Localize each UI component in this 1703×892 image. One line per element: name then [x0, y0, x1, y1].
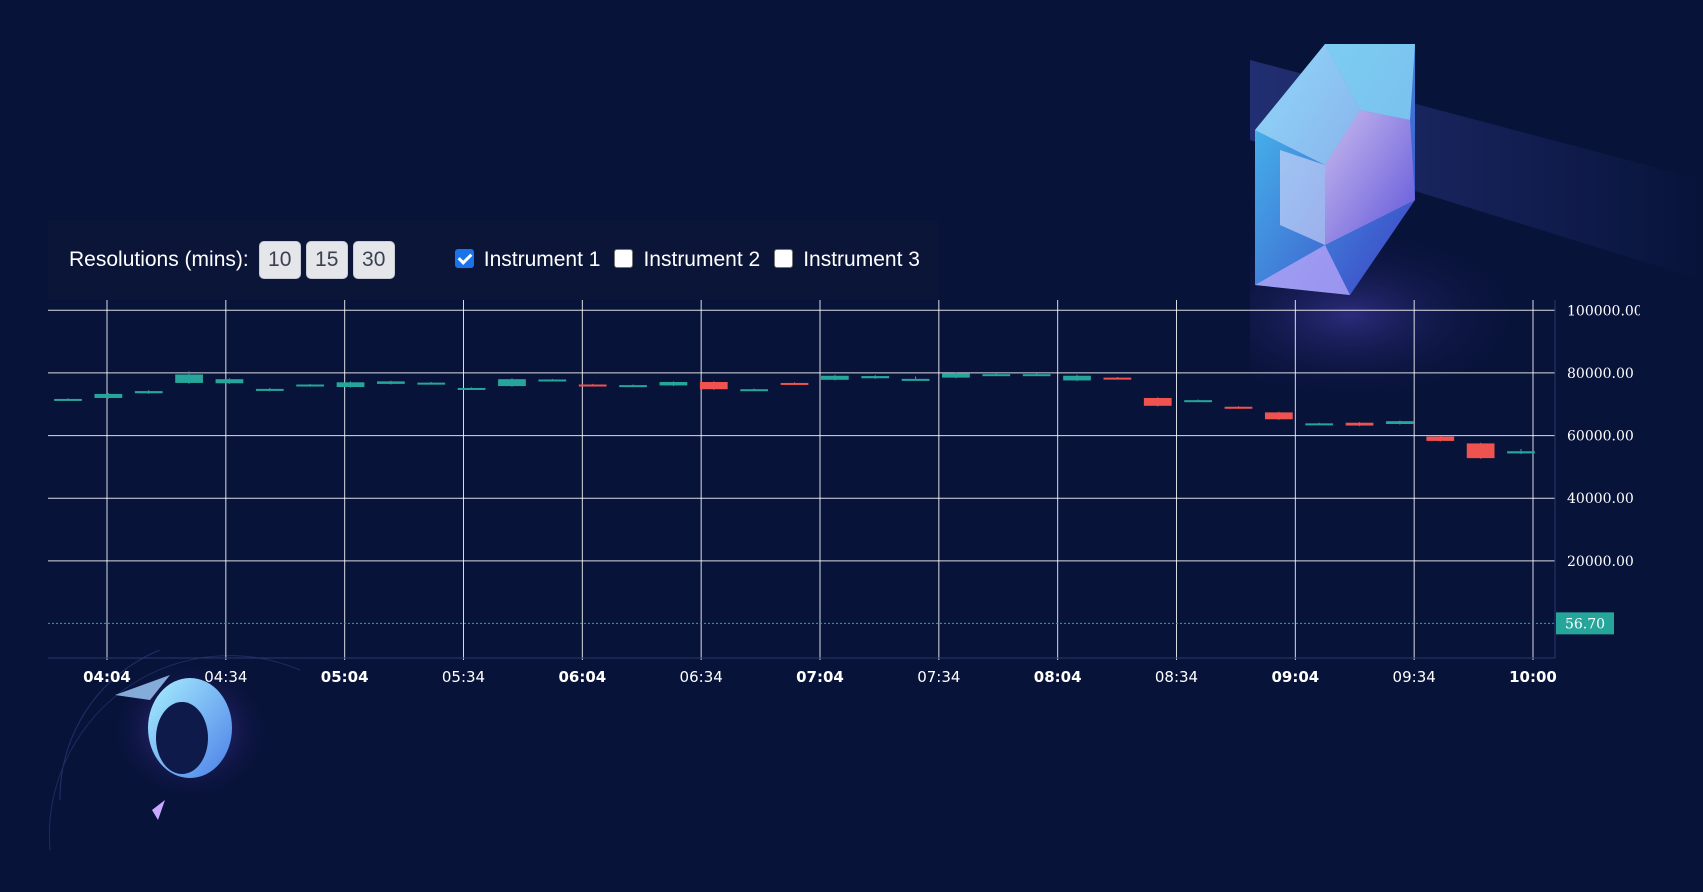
- resolution-10-button[interactable]: 10: [258, 241, 301, 279]
- x-tick-label: 07:04: [796, 668, 844, 686]
- instrument-3-toggle[interactable]: Instrument 3: [774, 248, 920, 272]
- instrument-2-label: Instrument 2: [643, 248, 761, 271]
- instrument-2-checkbox[interactable]: [614, 248, 634, 268]
- candle-body: [1103, 377, 1132, 380]
- x-tick-label: 05:04: [321, 668, 369, 686]
- y-tick-label: 100000.00: [1567, 303, 1640, 319]
- crystal-decoration: [1250, 44, 1703, 405]
- x-tick-label: 06:04: [558, 668, 606, 686]
- candle-body: [942, 373, 970, 378]
- candle-body: [538, 379, 567, 382]
- candle-body: [820, 375, 849, 380]
- instrument-2-toggle[interactable]: Instrument 2: [614, 248, 760, 272]
- candle-body: [780, 382, 809, 385]
- x-tick-label: 05:34: [442, 668, 485, 686]
- candle-body: [1426, 436, 1455, 441]
- instrument-1-checkbox[interactable]: [454, 248, 474, 268]
- x-tick-label: 08:04: [1034, 668, 1082, 686]
- resolution-15-button[interactable]: 15: [305, 241, 348, 279]
- candle-body: [1022, 374, 1051, 377]
- candle-body: [215, 379, 244, 384]
- resolutions-label: Resolutions (mins):: [69, 248, 249, 271]
- candle-body: [1264, 412, 1293, 420]
- chart-toolbar: Resolutions (mins): 10 15 30 Instrument …: [48, 220, 938, 300]
- candle-body: [740, 389, 769, 392]
- candle-body: [94, 393, 123, 398]
- x-tick-label: 09:04: [1271, 668, 1319, 686]
- candle-body: [1143, 397, 1172, 406]
- candle-body: [659, 382, 688, 386]
- x-tick-label: 09:34: [1393, 668, 1436, 686]
- instrument-1-toggle[interactable]: Instrument 1: [454, 248, 601, 272]
- candle-body: [457, 387, 486, 390]
- candle-body: [1224, 406, 1253, 409]
- candle-body: [1184, 400, 1212, 403]
- candle-body: [54, 398, 82, 401]
- candle-body: [861, 376, 890, 379]
- candlestick-chart[interactable]: 100000.00 80000.00 60000.00 40000.00 20000.0…: [0, 300, 1640, 700]
- candle-body: [417, 382, 446, 385]
- candle-body: [255, 388, 284, 391]
- candle-body: [134, 391, 163, 394]
- candle-body: [296, 384, 325, 387]
- candle-body: [1507, 451, 1535, 454]
- candle-body: [982, 374, 1011, 377]
- x-tick-label: 06:34: [680, 668, 723, 686]
- y-tick-label: 60000.00: [1567, 429, 1634, 445]
- candle-body: [1386, 421, 1414, 424]
- y-tick-label: 20000.00: [1567, 554, 1634, 570]
- candle-body: [1305, 423, 1334, 426]
- candle-body: [901, 378, 930, 381]
- y-tick-label: 80000.00: [1567, 366, 1634, 382]
- candle-body: [175, 374, 203, 383]
- candle-body: [578, 384, 607, 387]
- instrument-3-checkbox[interactable]: [774, 248, 794, 268]
- candle-body: [1345, 422, 1374, 426]
- ring-decoration: [48, 650, 301, 851]
- candle-body: [377, 381, 405, 384]
- candle-body: [619, 385, 647, 388]
- last-price-badge: [1556, 612, 1614, 635]
- instrument-3-label: Instrument 3: [803, 248, 920, 271]
- candle-body: [1063, 375, 1091, 381]
- x-tick-label: 07:34: [917, 668, 960, 686]
- y-tick-label: 40000.00: [1567, 491, 1634, 507]
- instrument-1-label: Instrument 1: [483, 248, 601, 271]
- x-tick-label: 08:34: [1155, 668, 1198, 686]
- x-tick-label: 04:04: [83, 668, 131, 686]
- x-tick-label: 10:00: [1509, 668, 1557, 686]
- x-tick-label: 04:34: [204, 668, 247, 686]
- candle-body: [498, 379, 526, 387]
- candle-body: [336, 382, 365, 388]
- candle-body: [699, 382, 728, 390]
- last-price-label: 56.70: [1565, 616, 1605, 632]
- candle-body: [1466, 443, 1495, 459]
- resolution-30-button[interactable]: 30: [352, 241, 395, 279]
